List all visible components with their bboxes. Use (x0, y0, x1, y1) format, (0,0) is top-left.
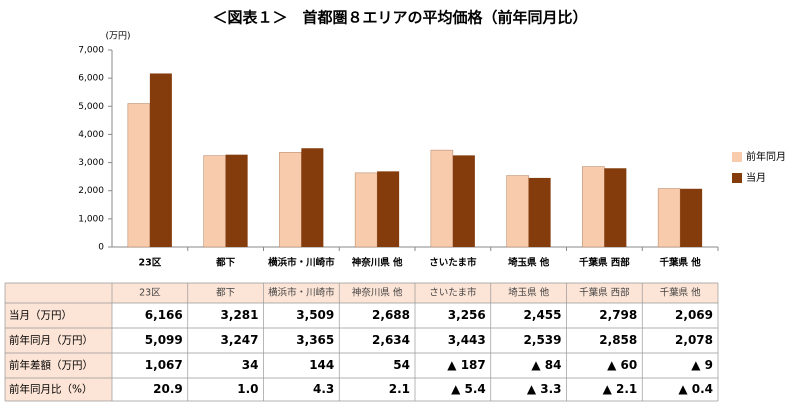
table-cell: 2.1 (389, 382, 410, 396)
x-tick-label: 千葉県 他 (659, 257, 701, 269)
x-tick-label: 埼玉県 他 (508, 257, 550, 269)
y-tick-label: 0 (98, 243, 104, 253)
bar (377, 171, 400, 247)
table-cell: 3,443 (448, 333, 486, 347)
table-cell: 2,688 (372, 308, 410, 322)
table-cell: 2,634 (372, 333, 410, 347)
y-tick-label: 4,000 (78, 130, 104, 140)
table-header-bg (5, 283, 718, 303)
table-cell: ▲ 5.4 (451, 382, 486, 396)
bar (657, 188, 681, 248)
table-cell: 2,078 (675, 333, 713, 347)
bar (506, 175, 529, 248)
bar (604, 168, 627, 247)
table-column-header: 埼玉県 他 (508, 287, 550, 299)
table-row-label: 当月（万円） (9, 309, 72, 322)
table-row-label: 前年同月（万円） (9, 334, 93, 347)
table-cell: ▲ 2.1 (603, 382, 638, 396)
table-cell: ▲ 0.4 (678, 382, 713, 396)
y-tick-label: 1,000 (78, 214, 104, 224)
legend-swatch (732, 152, 742, 162)
table-cell: ▲ 9 (691, 358, 713, 372)
bar (225, 154, 248, 247)
table-cell: 2,858 (599, 333, 637, 347)
table-cell: ▲ 60 (607, 358, 637, 372)
table-column-header: 23区 (139, 288, 161, 299)
table-cell: ▲ 187 (447, 358, 485, 372)
table-cell: 34 (242, 358, 259, 372)
bar (528, 177, 551, 247)
y-tick-label: 2,000 (78, 186, 104, 196)
table-column-header: 千葉県 西部 (579, 287, 630, 299)
table-cell: 2,539 (524, 333, 562, 347)
table-cell: 3,256 (448, 308, 486, 322)
table-cell: ▲ 84 (531, 358, 561, 372)
y-tick-label: 5,000 (78, 102, 104, 112)
legend-label: 当月 (746, 171, 766, 184)
table-column-header: 横浜市・川崎市 (268, 287, 335, 299)
bar (582, 166, 605, 248)
chart-title: ＜図表１＞ 首都圏８エリアの平均価格（前年同月比） (212, 9, 587, 27)
table-cell: 6,166 (145, 308, 183, 322)
y-tick-label: 3,000 (78, 158, 104, 168)
x-tick-label: 千葉県 西部 (579, 257, 630, 269)
x-tick-label: 横浜市・川崎市 (268, 257, 335, 269)
table-column-header: さいたま市 (429, 287, 477, 299)
table-cell: 4.3 (313, 382, 334, 396)
bar (354, 172, 378, 248)
legend-swatch (732, 173, 742, 183)
table-column-header: 神奈川県 他 (352, 287, 403, 299)
bar (279, 152, 302, 248)
bar (149, 73, 172, 247)
table-row-label: 前年同月比（%） (9, 383, 92, 396)
x-tick-label: 23区 (139, 258, 162, 269)
table-cell: 5,099 (145, 333, 183, 347)
table-cell: 2,455 (524, 308, 562, 322)
legend-label: 前年同月 (746, 150, 786, 163)
bar (301, 148, 324, 247)
y-axis-unit: (万円) (105, 31, 130, 42)
x-tick-label: 都下 (215, 257, 236, 269)
table-cell: 3,247 (221, 333, 259, 347)
y-tick-label: 6,000 (78, 74, 104, 84)
table-cell: 1,067 (145, 358, 183, 372)
table-cell: 54 (393, 358, 410, 372)
table-cell: 144 (309, 358, 334, 372)
bar (680, 188, 703, 247)
table-cell: 3,509 (296, 308, 334, 322)
table-column-header: 都下 (216, 288, 235, 299)
table-column-header: 千葉県 他 (660, 287, 702, 299)
bar (203, 155, 226, 248)
x-tick-label: 神奈川県 他 (352, 257, 403, 269)
table-label-bg (5, 303, 112, 401)
y-tick-label: 7,000 (78, 46, 104, 56)
bar (430, 149, 454, 248)
table-cell: 3,365 (296, 333, 334, 347)
table-row-label: 前年差額（万円） (9, 359, 93, 372)
x-tick-label: さいたま市 (429, 257, 477, 269)
bar (127, 103, 151, 248)
table-cell: 20.9 (153, 382, 183, 396)
table-cell: ▲ 3.3 (527, 382, 562, 396)
table-cell: 2,798 (599, 308, 637, 322)
table-cell: 1.0 (237, 382, 258, 396)
table-cell: 2,069 (675, 308, 713, 322)
bar (452, 155, 475, 247)
table-cell: 3,281 (221, 308, 259, 322)
